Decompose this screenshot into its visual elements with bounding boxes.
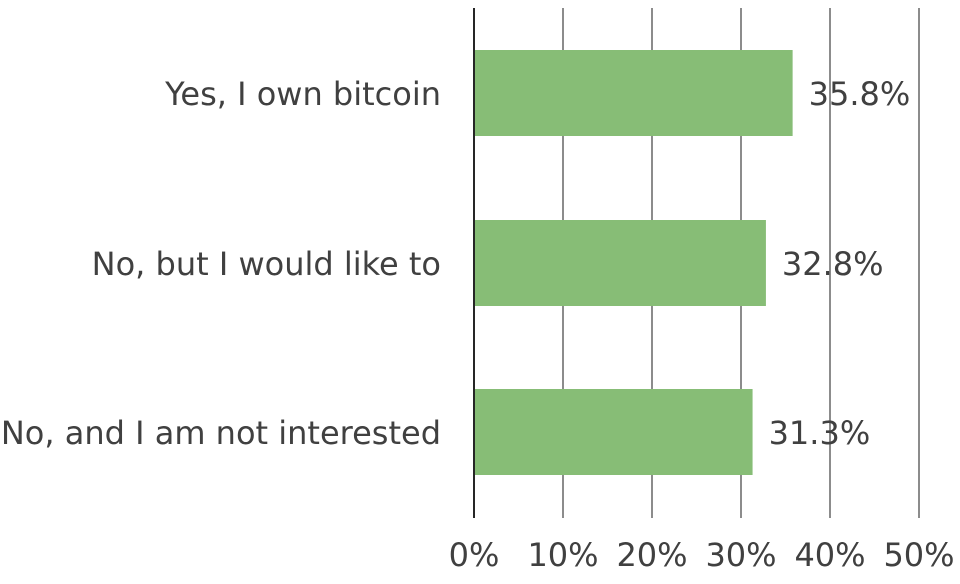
x-tick-label-50: 50% (883, 536, 954, 574)
value-label-0: 35.8% (809, 75, 911, 113)
bar-0 (474, 50, 793, 136)
category-label-1: No, but I would like to (92, 245, 441, 283)
value-label-2: 31.3% (769, 414, 871, 452)
category-label-2: No, and I am not interested (1, 414, 441, 452)
bars (474, 50, 793, 475)
x-tick-label-30: 30% (705, 536, 776, 574)
x-tick-label-0: 0% (449, 536, 500, 574)
bar-1 (474, 220, 766, 306)
x-tick-label-10: 10% (527, 536, 598, 574)
x-tick-label-40: 40% (794, 536, 865, 574)
category-labels: Yes, I own bitcoin No, but I would like t… (1, 75, 441, 452)
value-labels: 35.8% 32.8% 31.3% (769, 75, 911, 452)
category-label-0: Yes, I own bitcoin (164, 75, 441, 113)
value-label-1: 32.8% (782, 245, 884, 283)
bar-2 (474, 389, 753, 475)
x-tick-label-20: 20% (616, 536, 687, 574)
x-tick-labels: 0% 10% 20% 30% 40% 50% (449, 536, 955, 574)
